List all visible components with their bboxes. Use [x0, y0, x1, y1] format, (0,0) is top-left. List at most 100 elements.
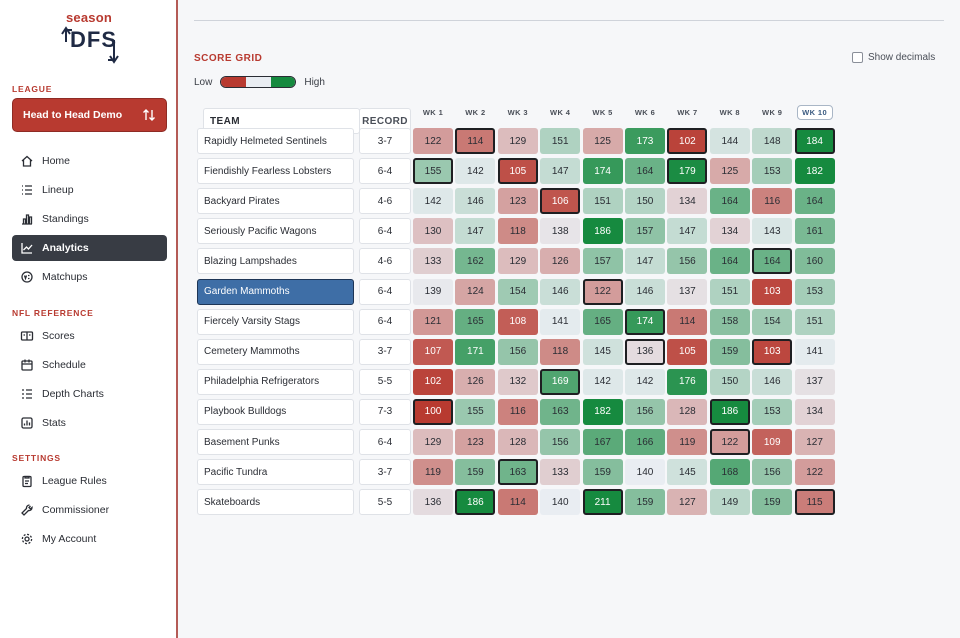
score-cell[interactable]: 159 — [455, 459, 496, 486]
week-column-header[interactable]: WK 4 — [550, 108, 571, 117]
score-cell[interactable]: 148 — [752, 128, 793, 154]
score-cell[interactable]: 156 — [667, 248, 708, 275]
score-cell[interactable]: 167 — [582, 429, 623, 455]
score-cell[interactable]: 153 — [752, 158, 793, 185]
show-decimals-checkbox[interactable] — [852, 52, 863, 63]
score-cell[interactable]: 146 — [625, 278, 665, 305]
score-cell[interactable]: 173 — [625, 128, 665, 154]
score-cell[interactable]: 211 — [582, 489, 623, 516]
week-column-header[interactable]: WK 7 — [677, 108, 698, 117]
score-cell[interactable]: 136 — [625, 338, 665, 365]
team-name-cell[interactable]: Skateboards — [197, 489, 354, 516]
score-cell[interactable]: 146 — [540, 278, 581, 305]
score-cell[interactable]: 157 — [582, 248, 623, 275]
team-name-cell[interactable]: Cemetery Mammoths — [197, 338, 354, 365]
score-cell[interactable]: 163 — [497, 459, 538, 486]
score-cell[interactable]: 154 — [752, 308, 793, 335]
nav-item-stats[interactable]: Stats — [12, 410, 167, 436]
team-name-cell[interactable]: Backyard Pirates — [197, 188, 354, 215]
score-cell[interactable]: 109 — [752, 429, 793, 455]
score-cell[interactable]: 143 — [752, 218, 793, 245]
score-cell[interactable]: 151 — [709, 278, 750, 305]
score-cell[interactable]: 159 — [752, 489, 793, 516]
score-cell[interactable]: 145 — [582, 338, 623, 365]
score-cell[interactable]: 140 — [625, 459, 665, 486]
score-cell[interactable]: 129 — [497, 248, 538, 275]
score-cell[interactable]: 127 — [794, 429, 835, 455]
score-cell[interactable]: 119 — [413, 459, 453, 486]
score-cell[interactable]: 133 — [540, 459, 581, 486]
score-cell[interactable]: 186 — [582, 218, 623, 245]
score-cell[interactable]: 153 — [794, 278, 835, 305]
score-cell[interactable]: 129 — [413, 429, 453, 455]
score-cell[interactable]: 171 — [455, 338, 496, 365]
nav-item-standings[interactable]: Standings — [12, 206, 167, 232]
week-column-header[interactable]: WK 9 — [762, 108, 783, 117]
score-cell[interactable]: 151 — [582, 188, 623, 215]
score-cell[interactable]: 164 — [752, 248, 793, 275]
score-cell[interactable]: 122 — [582, 278, 623, 305]
week-column-header[interactable]: WK 5 — [592, 108, 613, 117]
score-cell[interactable]: 142 — [413, 188, 453, 215]
score-cell[interactable]: 123 — [455, 429, 496, 455]
score-cell[interactable]: 182 — [794, 158, 835, 185]
nav-item-lineup[interactable]: Lineup — [12, 177, 167, 203]
team-name-cell[interactable]: Fiercely Varsity Stags — [197, 308, 354, 335]
team-name-cell[interactable]: Philadelphia Refrigerators — [197, 368, 354, 395]
score-cell[interactable]: 146 — [455, 188, 496, 215]
score-cell[interactable]: 100 — [413, 398, 453, 425]
score-cell[interactable]: 186 — [455, 489, 496, 516]
score-cell[interactable]: 164 — [794, 188, 835, 215]
team-name-cell[interactable]: Playbook Bulldogs — [197, 398, 354, 425]
nav-item-commissioner[interactable]: Commissioner — [12, 497, 167, 523]
score-cell[interactable]: 142 — [582, 368, 623, 395]
score-cell[interactable]: 115 — [794, 489, 835, 516]
score-cell[interactable]: 159 — [625, 489, 665, 516]
score-cell[interactable]: 137 — [794, 368, 835, 395]
score-cell[interactable]: 119 — [667, 429, 708, 455]
nav-item-depth-charts[interactable]: Depth Charts — [12, 381, 167, 407]
team-name-cell[interactable]: Basement Punks — [197, 429, 354, 455]
score-cell[interactable]: 163 — [540, 398, 581, 425]
score-cell[interactable]: 132 — [497, 368, 538, 395]
score-cell[interactable]: 128 — [667, 398, 708, 425]
score-cell[interactable]: 102 — [667, 128, 708, 154]
score-cell[interactable]: 155 — [455, 398, 496, 425]
score-cell[interactable]: 142 — [625, 368, 665, 395]
score-cell[interactable]: 116 — [497, 398, 538, 425]
score-cell[interactable]: 159 — [582, 459, 623, 486]
nav-item-home[interactable]: Home — [12, 148, 167, 174]
score-cell[interactable]: 174 — [625, 308, 665, 335]
score-cell[interactable]: 147 — [540, 158, 581, 185]
score-cell[interactable]: 122 — [794, 459, 835, 486]
score-cell[interactable]: 107 — [413, 338, 453, 365]
score-cell[interactable]: 125 — [582, 128, 623, 154]
score-cell[interactable]: 106 — [540, 188, 581, 215]
score-cell[interactable]: 130 — [413, 218, 453, 245]
score-cell[interactable]: 141 — [540, 308, 581, 335]
score-cell[interactable]: 168 — [709, 459, 750, 486]
team-name-cell[interactable]: Fiendishly Fearless Lobsters — [197, 158, 354, 185]
score-cell[interactable]: 156 — [540, 429, 581, 455]
score-cell[interactable]: 164 — [709, 188, 750, 215]
score-cell[interactable]: 114 — [667, 308, 708, 335]
score-cell[interactable]: 142 — [455, 158, 496, 185]
score-cell[interactable]: 118 — [540, 338, 581, 365]
score-cell[interactable]: 151 — [540, 128, 581, 154]
score-cell[interactable]: 134 — [709, 218, 750, 245]
score-cell[interactable]: 129 — [497, 128, 538, 154]
score-cell[interactable]: 108 — [497, 308, 538, 335]
score-cell[interactable]: 184 — [794, 128, 835, 154]
score-cell[interactable]: 154 — [497, 278, 538, 305]
score-cell[interactable]: 147 — [667, 218, 708, 245]
score-cell[interactable]: 159 — [709, 338, 750, 365]
score-cell[interactable]: 182 — [582, 398, 623, 425]
score-cell[interactable]: 156 — [497, 338, 538, 365]
score-cell[interactable]: 156 — [625, 398, 665, 425]
score-cell[interactable]: 176 — [667, 368, 708, 395]
score-cell[interactable]: 103 — [752, 338, 793, 365]
score-cell[interactable]: 136 — [413, 489, 453, 516]
score-cell[interactable]: 126 — [540, 248, 581, 275]
score-cell[interactable]: 137 — [667, 278, 708, 305]
score-cell[interactable]: 158 — [709, 308, 750, 335]
